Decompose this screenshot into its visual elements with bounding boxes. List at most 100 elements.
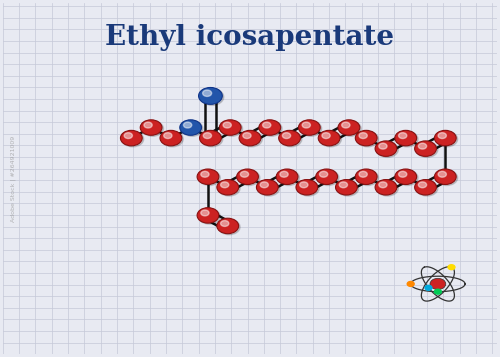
Circle shape <box>436 131 458 147</box>
Circle shape <box>298 120 320 135</box>
Circle shape <box>238 170 260 186</box>
Circle shape <box>359 133 368 139</box>
Circle shape <box>200 89 224 105</box>
Circle shape <box>416 181 438 196</box>
Circle shape <box>204 133 212 139</box>
Circle shape <box>122 131 144 147</box>
Circle shape <box>218 219 240 235</box>
Circle shape <box>337 181 359 196</box>
Circle shape <box>317 170 339 186</box>
Circle shape <box>318 130 340 146</box>
Text: Adobe Stock | #264921009: Adobe Stock | #264921009 <box>11 135 16 222</box>
Circle shape <box>300 121 322 136</box>
Circle shape <box>280 171 288 177</box>
Circle shape <box>302 122 310 128</box>
Circle shape <box>239 130 261 146</box>
Circle shape <box>276 169 298 185</box>
Circle shape <box>398 133 407 139</box>
Circle shape <box>164 133 172 139</box>
Circle shape <box>414 141 436 156</box>
Circle shape <box>320 171 328 177</box>
Circle shape <box>182 121 203 136</box>
Circle shape <box>198 170 220 186</box>
Circle shape <box>220 120 241 135</box>
Circle shape <box>448 265 455 270</box>
Circle shape <box>223 122 232 128</box>
Circle shape <box>395 130 416 146</box>
Circle shape <box>339 182 347 188</box>
Circle shape <box>217 218 238 234</box>
Circle shape <box>220 221 229 226</box>
Circle shape <box>430 278 446 290</box>
Circle shape <box>280 131 302 147</box>
Circle shape <box>142 121 164 136</box>
Circle shape <box>356 130 377 146</box>
Circle shape <box>434 169 456 185</box>
Circle shape <box>202 90 211 96</box>
Circle shape <box>398 171 407 177</box>
Circle shape <box>256 180 278 195</box>
Circle shape <box>416 142 438 157</box>
Circle shape <box>120 130 142 146</box>
Circle shape <box>357 131 378 147</box>
Circle shape <box>296 180 318 195</box>
Circle shape <box>180 120 202 135</box>
Circle shape <box>144 122 152 128</box>
Circle shape <box>218 181 240 196</box>
Circle shape <box>198 209 220 224</box>
Circle shape <box>200 130 222 146</box>
Circle shape <box>262 122 271 128</box>
Circle shape <box>240 131 262 147</box>
Circle shape <box>197 169 219 185</box>
Circle shape <box>395 169 416 185</box>
Circle shape <box>376 142 398 157</box>
Circle shape <box>298 181 319 196</box>
Circle shape <box>434 289 442 294</box>
Circle shape <box>282 133 290 139</box>
Circle shape <box>375 141 397 156</box>
Circle shape <box>376 181 398 196</box>
Circle shape <box>278 170 299 186</box>
Circle shape <box>342 122 350 128</box>
Text: Ethyl icosapentate: Ethyl icosapentate <box>106 24 395 51</box>
Circle shape <box>278 130 300 146</box>
Circle shape <box>322 133 330 139</box>
Circle shape <box>240 171 248 177</box>
Circle shape <box>316 169 338 185</box>
Circle shape <box>197 208 219 223</box>
Circle shape <box>320 131 342 147</box>
Circle shape <box>436 170 458 186</box>
Circle shape <box>243 133 251 139</box>
Circle shape <box>418 143 426 149</box>
Circle shape <box>438 171 446 177</box>
Circle shape <box>359 171 368 177</box>
Circle shape <box>438 133 446 139</box>
Circle shape <box>140 120 162 135</box>
Circle shape <box>259 120 280 135</box>
Circle shape <box>160 130 182 146</box>
Circle shape <box>217 180 238 195</box>
Circle shape <box>338 120 360 135</box>
Circle shape <box>418 182 426 188</box>
Circle shape <box>396 170 418 186</box>
Circle shape <box>220 182 229 188</box>
Circle shape <box>357 170 378 186</box>
Circle shape <box>414 180 436 195</box>
Circle shape <box>379 182 387 188</box>
Circle shape <box>258 181 280 196</box>
Circle shape <box>198 87 222 104</box>
Circle shape <box>340 121 361 136</box>
Circle shape <box>124 133 132 139</box>
Circle shape <box>201 210 209 216</box>
Circle shape <box>336 180 357 195</box>
Circle shape <box>236 169 258 185</box>
Circle shape <box>407 281 414 286</box>
Circle shape <box>396 131 418 147</box>
Circle shape <box>425 285 432 290</box>
Circle shape <box>434 130 456 146</box>
Circle shape <box>260 121 282 136</box>
Circle shape <box>260 182 268 188</box>
Circle shape <box>356 169 377 185</box>
Circle shape <box>300 182 308 188</box>
Circle shape <box>184 122 192 128</box>
